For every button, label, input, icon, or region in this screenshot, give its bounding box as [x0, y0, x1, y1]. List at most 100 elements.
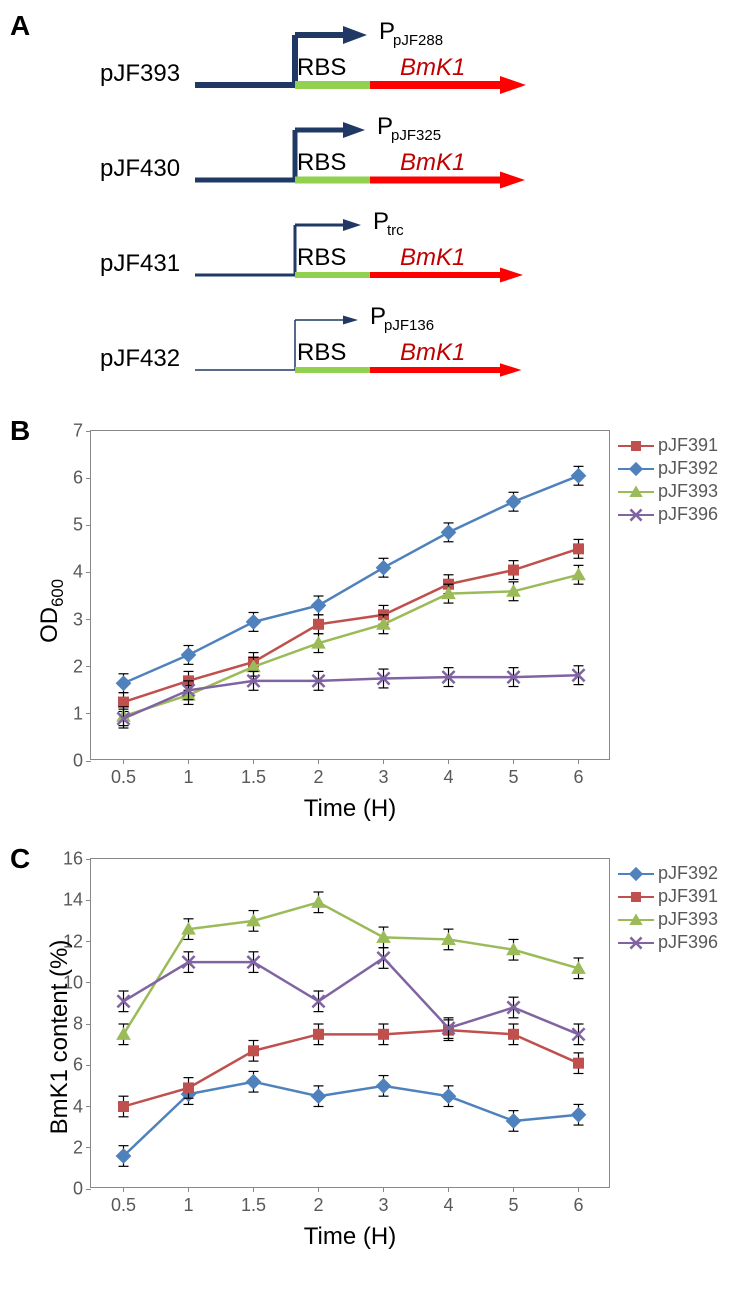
chart-b-xlabel: Time (H) — [90, 795, 610, 823]
svg-text:pJF136: pJF136 — [384, 317, 434, 334]
xtick-label: 0.5 — [111, 1187, 136, 1216]
chart-c-xlabel: Time (H) — [90, 1223, 610, 1251]
svg-text:pJF325: pJF325 — [391, 127, 441, 144]
xtick-label: 1.5 — [241, 759, 266, 788]
marker-pJF391 — [573, 1058, 584, 1069]
ytick-label: 16 — [63, 849, 91, 870]
marker-pJF392 — [181, 647, 197, 663]
chart-b-container: 012345670.511.523456 — [20, 415, 733, 823]
legend-item-pJF396: pJF396 — [618, 932, 718, 953]
xtick-label: 1 — [183, 759, 193, 788]
construct-name-label: pJF431 — [100, 250, 180, 278]
marker-pJF391 — [313, 1029, 324, 1040]
legend-label: pJF391 — [658, 886, 718, 907]
marker-pJF393 — [311, 895, 326, 908]
construct-name-label: pJF430 — [100, 155, 180, 183]
xtick-label: 5 — [508, 1187, 518, 1216]
chart-b-legend: pJF391 pJF392 pJF393 pJF396 — [610, 430, 718, 760]
xtick-label: 1 — [183, 1187, 193, 1216]
marker-pJF391 — [183, 1082, 194, 1093]
chart-c-legend: pJF392 pJF391 pJF393 pJF396 — [610, 858, 718, 1188]
xtick-label: 6 — [573, 1187, 583, 1216]
marker-pJF392 — [506, 1113, 522, 1129]
svg-text:RBS: RBS — [297, 54, 346, 81]
construct-svg: P trc RBS BmK1 — [195, 205, 555, 300]
ytick-label: 14 — [63, 890, 91, 911]
chart-b-plot-area: 012345670.511.523456 — [90, 430, 610, 760]
ytick-label: 0 — [73, 1179, 91, 1200]
marker-pJF392 — [506, 494, 522, 510]
marker-pJF391 — [378, 1029, 389, 1040]
svg-text:BmK1: BmK1 — [400, 339, 465, 366]
marker-pJF392 — [246, 1074, 262, 1090]
marker-pJF391 — [248, 1045, 259, 1056]
legend-item-pJF393: pJF393 — [618, 909, 718, 930]
marker-pJF392 — [376, 560, 392, 576]
marker-pJF392 — [441, 1088, 457, 1104]
ytick-label: 2 — [73, 656, 91, 677]
legend-marker — [618, 888, 654, 906]
construct-pJF432: pJF432 P pJF136 RBS BmK1 — [100, 300, 600, 395]
construct-svg: P pJF288 RBS BmK1 — [195, 15, 555, 110]
legend-label: pJF396 — [658, 504, 718, 525]
legend-marker — [618, 483, 654, 501]
marker-pJF392 — [571, 468, 587, 484]
chart-svg — [91, 859, 611, 1189]
ytick-label: 0 — [73, 751, 91, 772]
ytick-label: 5 — [73, 515, 91, 536]
ytick-label: 6 — [73, 468, 91, 489]
svg-text:RBS: RBS — [297, 244, 346, 271]
svg-text:RBS: RBS — [297, 149, 346, 176]
ytick-label: 8 — [73, 1014, 91, 1035]
panel-c: C 02468101214160.511.523456 — [10, 843, 723, 1251]
marker-pJF392 — [311, 598, 327, 614]
xtick-label: 2 — [313, 1187, 323, 1216]
svg-text:BmK1: BmK1 — [400, 54, 465, 81]
legend-item-pJF391: pJF391 — [618, 435, 718, 456]
ytick-label: 4 — [73, 1096, 91, 1117]
xtick-label: 0.5 — [111, 759, 136, 788]
constructs-container: pJF393 P pJF288 RBS BmK1 pJF430 P pJF325… — [10, 10, 723, 395]
xtick-label: 5 — [508, 759, 518, 788]
xtick-label: 4 — [443, 1187, 453, 1216]
panel-b: B 012345670.511.523456 — [10, 415, 723, 823]
construct-name-label: pJF393 — [100, 60, 180, 88]
svg-text:BmK1: BmK1 — [400, 149, 465, 176]
legend-item-pJF392: pJF392 — [618, 458, 718, 479]
legend-item-pJF391: pJF391 — [618, 886, 718, 907]
series-line-pJF396 — [124, 958, 579, 1034]
legend-label: pJF392 — [658, 458, 718, 479]
marker-pJF391 — [118, 1101, 129, 1112]
marker-pJF391 — [508, 565, 519, 576]
chart-b-ylabel-text: OD — [36, 607, 63, 643]
xtick-label: 6 — [573, 759, 583, 788]
construct-pJF430: pJF430 P pJF325 RBS BmK1 — [100, 110, 600, 205]
chart-c-plot-area: 02468101214160.511.523456 — [90, 858, 610, 1188]
legend-marker — [618, 506, 654, 524]
legend-label: pJF393 — [658, 481, 718, 502]
svg-text:pJF288: pJF288 — [393, 32, 443, 49]
marker-pJF391 — [313, 619, 324, 630]
legend-marker — [618, 865, 654, 883]
construct-pJF393: pJF393 P pJF288 RBS BmK1 — [100, 15, 600, 110]
legend-label: pJF396 — [658, 932, 718, 953]
legend-marker — [618, 934, 654, 952]
chart-svg — [91, 431, 611, 761]
chart-b-ylabel-sub: 600 — [48, 579, 67, 607]
construct-svg: P pJF325 RBS BmK1 — [195, 110, 555, 205]
series-line-pJF393 — [124, 902, 579, 1034]
marker-pJF392 — [441, 525, 457, 541]
panel-a: A pJF393 P pJF288 RBS BmK1 pJF430 P pJF3… — [10, 10, 723, 395]
chart-c-ylabel: BmK1 content (%) — [46, 937, 74, 1137]
chart-c-container: 02468101214160.511.523456 — [20, 843, 733, 1251]
xtick-label: 4 — [443, 759, 453, 788]
svg-text:RBS: RBS — [297, 339, 346, 366]
legend-item-pJF393: pJF393 — [618, 481, 718, 502]
marker-pJF392 — [116, 675, 132, 691]
legend-marker — [618, 437, 654, 455]
legend-item-pJF392: pJF392 — [618, 863, 718, 884]
marker-pJF391 — [573, 543, 584, 554]
svg-text:trc: trc — [387, 222, 404, 239]
panel-a-label: A — [10, 10, 30, 42]
marker-pJF392 — [246, 614, 262, 630]
